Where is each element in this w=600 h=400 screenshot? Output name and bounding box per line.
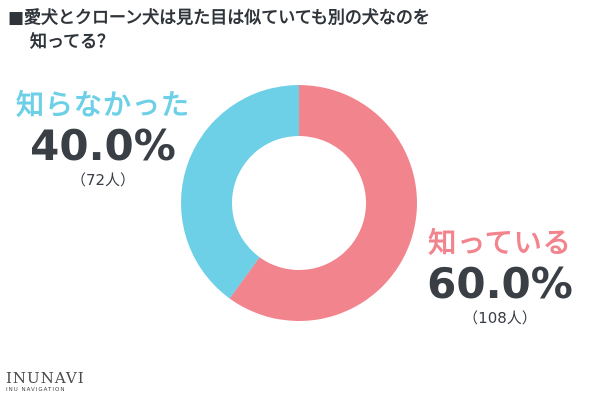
label-didnt-know-name: 知らなかった — [15, 88, 190, 121]
chart-title: ■愛犬とクローン犬は見た目は似ていても別の犬なのを 知ってる？ — [8, 6, 592, 54]
donut-slice-1 — [181, 85, 299, 299]
brand-logo: INUNAVI INU NAVIGATION — [6, 370, 85, 394]
label-didnt-know-count: （72人） — [70, 171, 136, 189]
label-knew-name: 知っている — [428, 226, 572, 259]
label-knew-count: （108人） — [463, 309, 537, 327]
label-didnt-know-percent: 40.0% — [30, 121, 176, 170]
label-knew-percent: 60.0% — [427, 259, 573, 308]
brand-subtitle: INU NAVIGATION — [6, 387, 66, 393]
brand-name: INUNAVI — [6, 369, 85, 387]
title-line-2: 知ってる？ — [30, 32, 115, 52]
donut-slice-0 — [229, 85, 418, 322]
title-line-1: ■愛犬とクローン犬は見た目は似ていても別の犬なのを — [8, 8, 430, 28]
label-didnt-know: 知らなかった 40.0% （72人） — [4, 88, 202, 190]
label-knew: 知っている 60.0% （108人） — [402, 226, 598, 328]
